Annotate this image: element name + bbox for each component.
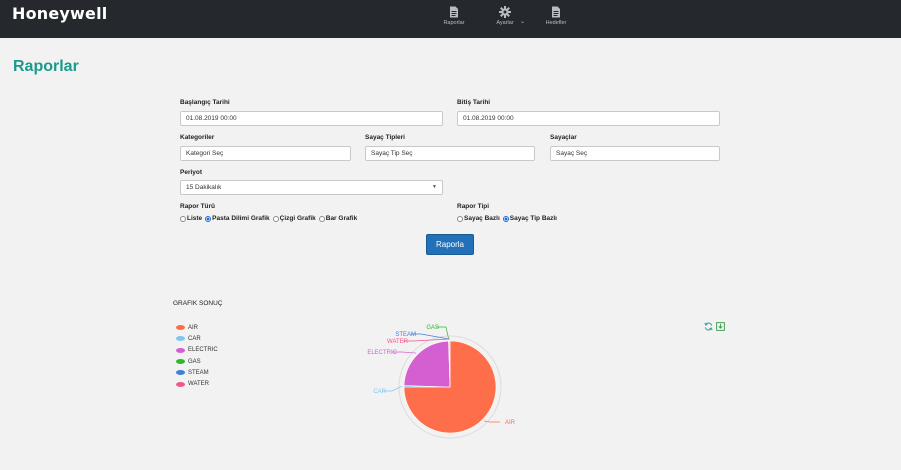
end-date-label: Bitiş Tarihi: [457, 99, 491, 106]
pie-leader-line: [392, 351, 417, 354]
refresh-icon[interactable]: [704, 322, 713, 331]
honeywell-logo[interactable]: Honeywell: [12, 4, 108, 23]
pie-leader-line: [411, 333, 450, 340]
nav-label: Ayarlar: [496, 20, 514, 26]
legend-swatch: [176, 381, 185, 387]
legend-item-gas[interactable]: GAS: [176, 356, 218, 367]
report-type-group: Sayaç Bazlı Sayaç Tip Bazlı: [457, 215, 560, 222]
pie-label-steam: STEAM: [395, 332, 416, 338]
legend-label: ELECTRIC: [188, 347, 218, 354]
pie-leader-line: [403, 338, 450, 342]
report-kind-label: Rapor Türü: [180, 203, 216, 210]
legend-swatch: [176, 359, 185, 365]
categories-label: Kategoriler: [180, 134, 215, 141]
nav-item-raporlar[interactable]: Raporlar: [424, 6, 484, 26]
pie-slice-electric[interactable]: [403, 340, 451, 388]
legend-label: STEAM: [188, 369, 209, 376]
chevron-down-icon[interactable]: ⌄: [520, 19, 526, 25]
gear-icon: [499, 6, 511, 18]
period-value: 15 Dakikalık: [186, 184, 222, 191]
meters-label: Sayaçlar: [550, 134, 577, 141]
meter-types-label: Sayaç Tipleri: [365, 134, 405, 141]
start-date-input[interactable]: 01.08.2019 00:00: [180, 111, 443, 126]
legend-item-steam[interactable]: STEAM: [176, 367, 218, 378]
legend-label: WATER: [188, 381, 209, 388]
legend-label: CAR: [188, 335, 201, 342]
page-title: Raporlar: [13, 58, 79, 75]
legend-swatch: [176, 336, 185, 342]
legend-item-car[interactable]: CAR: [176, 333, 218, 344]
radio-bar-grafik[interactable]: Bar Grafik: [318, 215, 357, 222]
legend-item-water[interactable]: WATER: [176, 378, 218, 389]
legend-label: GAS: [188, 358, 201, 365]
pie-leader-line: [483, 420, 500, 423]
raporla-button[interactable]: Raporla: [426, 234, 474, 255]
meters-select[interactable]: Sayaç Seç: [550, 146, 720, 161]
report-kind-group: Liste Pasta Dilimi Grafik Çizgi Grafik B…: [180, 215, 360, 222]
legend-swatch: [176, 370, 185, 376]
end-date-input[interactable]: 01.08.2019 00:00: [457, 111, 720, 126]
categories-select[interactable]: Kategori Seç: [180, 146, 351, 161]
radio-liste[interactable]: Liste: [180, 215, 202, 222]
chart-legend: AIR CAR ELECTRIC GAS STEAM WATER: [176, 322, 218, 390]
pie-label-air: AIR: [505, 420, 516, 426]
document-icon: [450, 6, 458, 18]
report-type-label: Rapor Tipi: [457, 203, 490, 210]
radio-cizgi-grafik[interactable]: Çizgi Grafik: [272, 215, 316, 222]
start-date-label: Başlangıç Tarihi: [180, 99, 230, 106]
period-label: Periyot: [180, 169, 203, 176]
pie-leader-line: [436, 326, 449, 340]
legend-item-electric[interactable]: ELECTRIC: [176, 345, 218, 356]
download-icon[interactable]: [716, 322, 725, 331]
nav-label: Raporlar: [443, 20, 465, 26]
grafik-sonuc-title: GRAFIK SONUÇ: [173, 300, 223, 307]
legend-item-air[interactable]: AIR: [176, 322, 218, 333]
top-navbar: Honeywell Raporlar Ayarlar ⌄: [0, 0, 901, 38]
pie-label-water: WATER: [387, 339, 409, 345]
radio-sayac-bazli[interactable]: Sayaç Bazlı: [457, 215, 500, 222]
nav-label: Hedefler: [545, 20, 567, 26]
radio-sayac-tip-bazli[interactable]: Sayaç Tip Bazlı: [502, 215, 557, 222]
legend-label: AIR: [188, 324, 199, 331]
caret-down-icon: ▼: [432, 184, 437, 190]
nav-item-ayarlar[interactable]: Ayarlar: [475, 6, 535, 26]
pie-label-car: CAR: [373, 389, 386, 395]
period-select[interactable]: 15 Dakikalık ▼: [180, 180, 443, 195]
pie-slice-water[interactable]: [448, 340, 451, 388]
pie-label-gas: GAS: [426, 325, 439, 331]
legend-swatch: [176, 347, 185, 353]
radio-pasta-dilimi-grafik[interactable]: Pasta Dilimi Grafik: [205, 215, 270, 222]
legend-swatch: [176, 325, 185, 331]
meter-types-select[interactable]: Sayaç Tip Seç: [365, 146, 535, 161]
nav-item-hedefler[interactable]: Hedefler: [526, 6, 586, 26]
pie-label-electric: ELECTRIC: [367, 350, 397, 356]
pie-outer-ring: [398, 335, 502, 439]
document-icon: [552, 6, 560, 18]
pie-leader-line: [382, 385, 403, 392]
